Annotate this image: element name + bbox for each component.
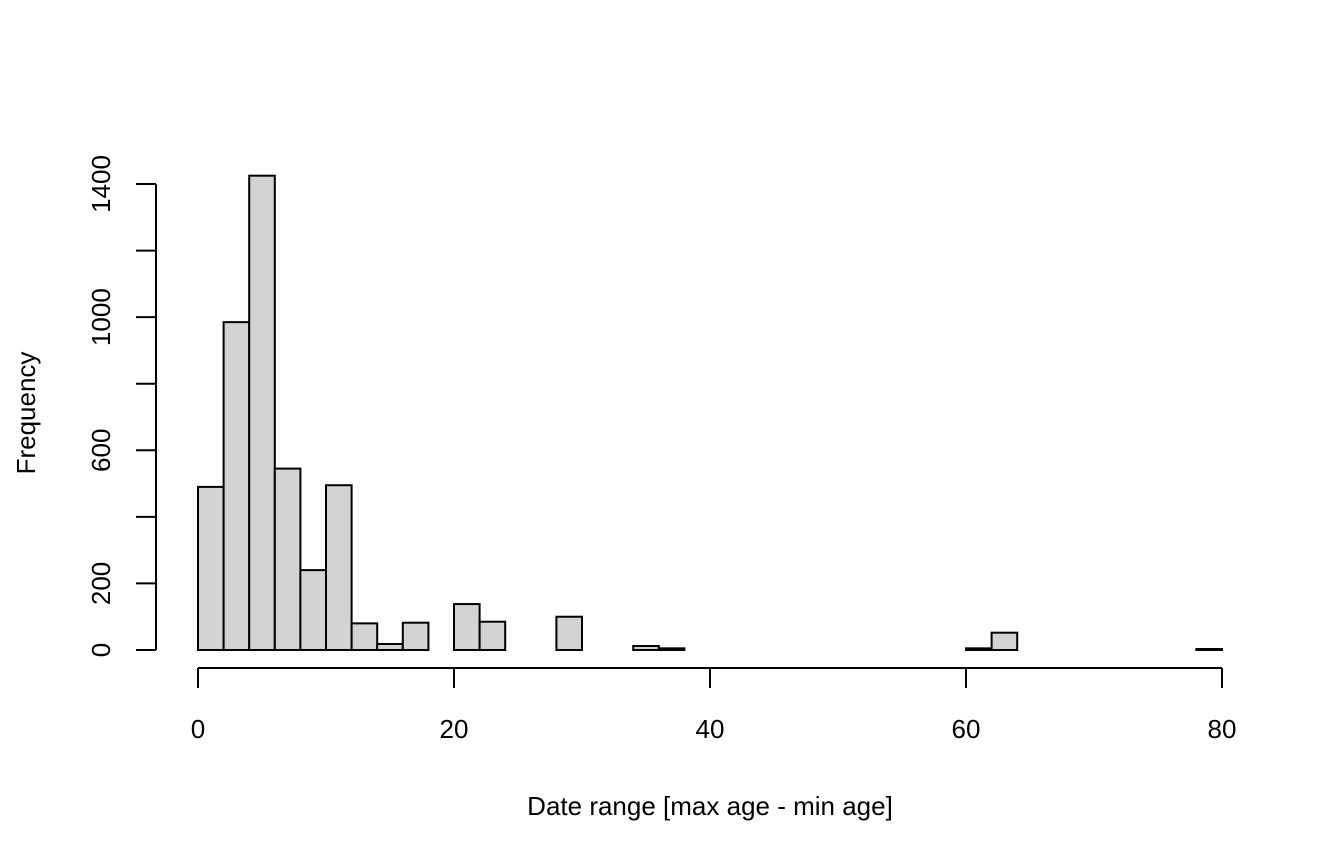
x-tick-label: 0 xyxy=(191,714,205,744)
x-axis: 0 20 40 60 80 xyxy=(191,667,1237,744)
histogram-bar xyxy=(325,484,353,651)
y-tick-label: 1000 xyxy=(86,288,116,346)
histogram-bar xyxy=(632,645,660,652)
y-tick-label: 1400 xyxy=(86,155,116,213)
y-axis: 0 200 600 1000 1400 xyxy=(86,155,157,657)
x-axis-title: Date range [max age - min age] xyxy=(527,791,893,821)
y-axis-title: Frequency xyxy=(11,352,41,475)
histogram-bar xyxy=(657,647,686,651)
y-tick-label: 200 xyxy=(86,562,116,605)
histogram-bar xyxy=(376,643,404,651)
histogram-bar xyxy=(273,467,302,652)
histogram-bar xyxy=(222,321,251,651)
y-tick-label: 600 xyxy=(86,429,116,472)
histogram-bar xyxy=(478,620,507,652)
histogram-bar xyxy=(197,485,225,651)
x-tick-label: 20 xyxy=(440,714,469,744)
histogram-bar xyxy=(248,174,276,652)
histogram-bar xyxy=(990,631,1019,651)
histogram-bar xyxy=(350,622,379,651)
histogram-bar xyxy=(965,647,993,651)
histogram-bar xyxy=(1195,648,1224,651)
histogram-bar xyxy=(299,569,327,651)
x-tick-label: 40 xyxy=(696,714,725,744)
y-tick-label: 0 xyxy=(86,643,116,657)
histogram-bar xyxy=(453,603,481,652)
histogram-bar xyxy=(401,621,430,651)
bars-group xyxy=(197,174,1224,652)
x-tick-label: 80 xyxy=(1208,714,1237,744)
x-tick-label: 60 xyxy=(952,714,981,744)
histogram-bar xyxy=(555,615,584,652)
